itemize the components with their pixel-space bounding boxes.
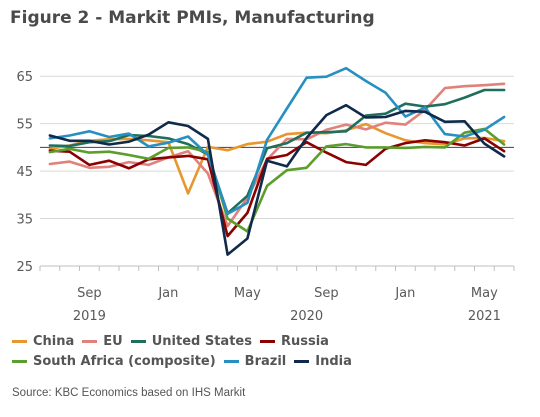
legend-label: Russia bbox=[280, 333, 329, 349]
legend-label: South Africa (composite) bbox=[33, 353, 216, 369]
y-tick-label: 35 bbox=[16, 213, 33, 228]
series-lines bbox=[48, 66, 506, 256]
x-tick-label: Jan bbox=[157, 286, 178, 301]
series-line-united-states bbox=[48, 88, 506, 215]
legend-label: United States bbox=[151, 333, 252, 349]
series-line-china bbox=[48, 122, 506, 195]
legend-item: China bbox=[12, 332, 74, 350]
series-line-india bbox=[48, 103, 506, 256]
legend-swatch bbox=[12, 339, 27, 343]
axes bbox=[39, 146, 515, 271]
legend-item: Russia bbox=[259, 332, 329, 350]
legend-label: Brazil bbox=[244, 353, 287, 369]
legend-swatch bbox=[259, 339, 275, 343]
x-tick-label: May bbox=[234, 286, 261, 301]
x-tick-label: May bbox=[471, 286, 498, 301]
x-tick-label: Sep bbox=[314, 286, 339, 301]
legend-swatch bbox=[130, 339, 146, 343]
legend-label: India bbox=[315, 353, 352, 369]
legend-item: India bbox=[294, 352, 352, 370]
year-label: 2021 bbox=[468, 309, 501, 324]
series-line-brazil bbox=[48, 66, 506, 216]
chart-legend: China EU United States Russia South Africa (… bbox=[12, 332, 538, 370]
legend-swatch bbox=[82, 339, 98, 343]
legend-item: Brazil bbox=[223, 352, 287, 370]
y-tick-label: 25 bbox=[16, 260, 33, 275]
legend-label: EU bbox=[103, 333, 123, 349]
legend-item: EU bbox=[82, 332, 123, 350]
source-note: Source: KBC Economics based on IHS Marki… bbox=[12, 387, 246, 399]
y-tick-label: 55 bbox=[16, 118, 33, 133]
y-tick-label: 45 bbox=[16, 165, 33, 180]
chart-title: Figure 2 - Markit PMIs, Manufacturing bbox=[10, 8, 375, 28]
series-line-south-africa-composite bbox=[48, 127, 506, 233]
legend-label: China bbox=[33, 333, 75, 349]
x-tick-label: Jan bbox=[394, 286, 415, 301]
series-line-russia bbox=[48, 137, 506, 238]
legend-swatch bbox=[294, 359, 310, 363]
legend-item: South Africa (composite) bbox=[12, 352, 216, 370]
x-tick-label: Sep bbox=[77, 286, 102, 301]
chart-plot: 25 35 45 55 65 Sep Jan May Sep Jan May 2019 2020 2021 bbox=[16, 66, 515, 324]
legend-swatch bbox=[223, 359, 239, 363]
legend-item: United States bbox=[130, 332, 252, 350]
year-label: 2019 bbox=[73, 309, 106, 324]
legend-swatch bbox=[12, 359, 27, 363]
year-label: 2020 bbox=[290, 309, 323, 324]
tick-labels: 25 35 45 55 65 Sep Jan May Sep Jan May 2019 2020 2021 bbox=[16, 70, 500, 324]
y-tick-label: 65 bbox=[16, 70, 33, 85]
